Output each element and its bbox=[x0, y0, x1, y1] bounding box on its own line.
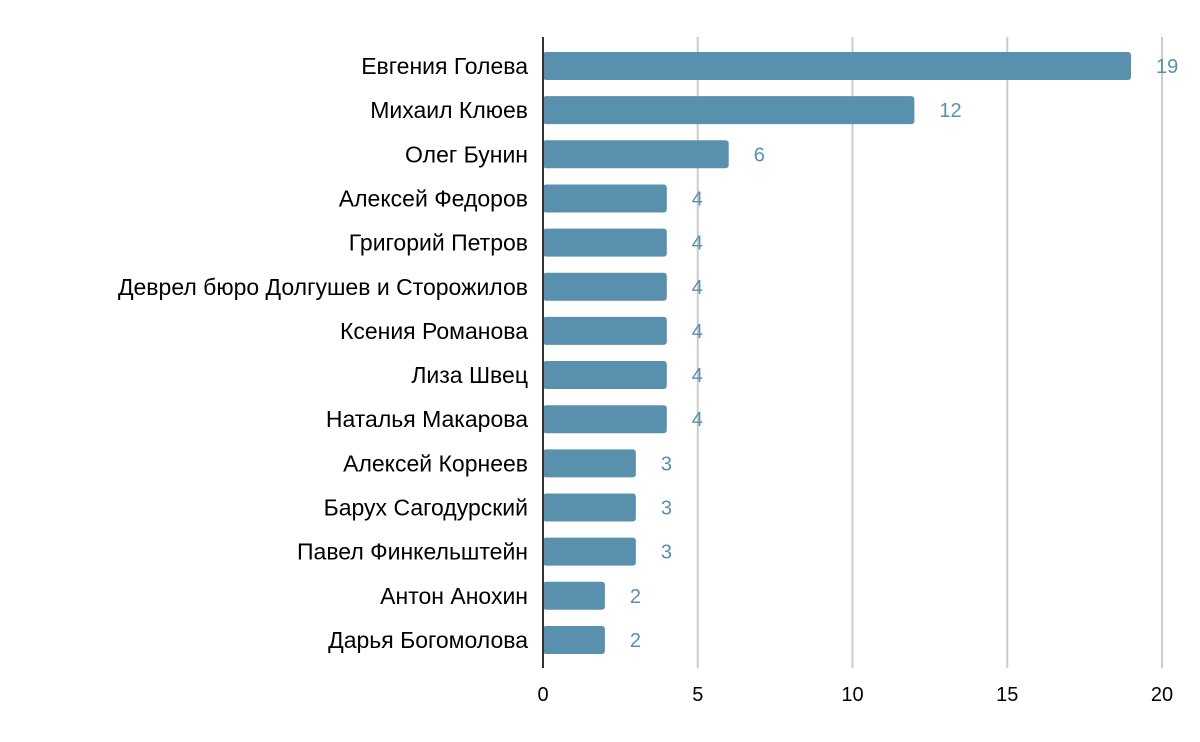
data-label: 4 bbox=[692, 188, 703, 210]
x-tick-label: 5 bbox=[692, 684, 703, 706]
x-tick-label: 20 bbox=[1151, 684, 1173, 706]
data-label: 4 bbox=[692, 277, 703, 299]
bar bbox=[543, 625, 605, 654]
data-label: 19 bbox=[1156, 56, 1178, 78]
bar bbox=[543, 52, 1132, 80]
bar bbox=[543, 316, 667, 345]
data-label: 6 bbox=[754, 144, 765, 166]
bar bbox=[543, 449, 636, 478]
bar bbox=[543, 140, 729, 169]
bar bbox=[543, 272, 667, 301]
category-label: Наталья Макарова bbox=[326, 406, 528, 432]
data-label: 3 bbox=[661, 498, 672, 520]
category-label: Павел Финкельштейн bbox=[297, 539, 528, 565]
data-label: 3 bbox=[661, 453, 672, 475]
category-label: Лиза Швец bbox=[411, 362, 528, 388]
bar bbox=[543, 581, 605, 610]
bar bbox=[543, 405, 667, 434]
data-label: 4 bbox=[692, 233, 703, 255]
category-label: Ксения Романова bbox=[340, 318, 528, 344]
category-label: Барух Сагодурский bbox=[324, 495, 528, 521]
data-label: 2 bbox=[630, 586, 641, 608]
x-tick-label: 15 bbox=[996, 684, 1018, 706]
data-label: 4 bbox=[692, 409, 703, 431]
data-label: 3 bbox=[661, 542, 672, 564]
category-label: Алексей Федоров bbox=[339, 185, 528, 211]
bar bbox=[543, 96, 915, 125]
category-label: Михаил Клюев bbox=[370, 97, 528, 123]
bar bbox=[543, 184, 667, 213]
category-label: Григорий Петров bbox=[349, 230, 528, 256]
category-label: Деврел бюро Долгушев и Сторожилов bbox=[118, 274, 528, 300]
bar bbox=[543, 493, 636, 522]
bar bbox=[543, 228, 667, 257]
category-label: Олег Бунин bbox=[405, 141, 528, 167]
category-label: Евгения Голева bbox=[361, 53, 528, 79]
data-label: 2 bbox=[630, 630, 641, 652]
x-tick-label: 0 bbox=[537, 684, 548, 706]
category-label: Антон Анохин bbox=[380, 583, 528, 609]
bar bbox=[543, 537, 636, 566]
x-tick-label: 10 bbox=[841, 684, 863, 706]
data-label: 12 bbox=[939, 100, 961, 122]
data-label: 4 bbox=[692, 321, 703, 343]
bar bbox=[543, 361, 667, 390]
category-label: Алексей Корнеев bbox=[343, 450, 528, 476]
category-label: Дарья Богомолова bbox=[328, 627, 528, 653]
data-label: 4 bbox=[692, 365, 703, 387]
